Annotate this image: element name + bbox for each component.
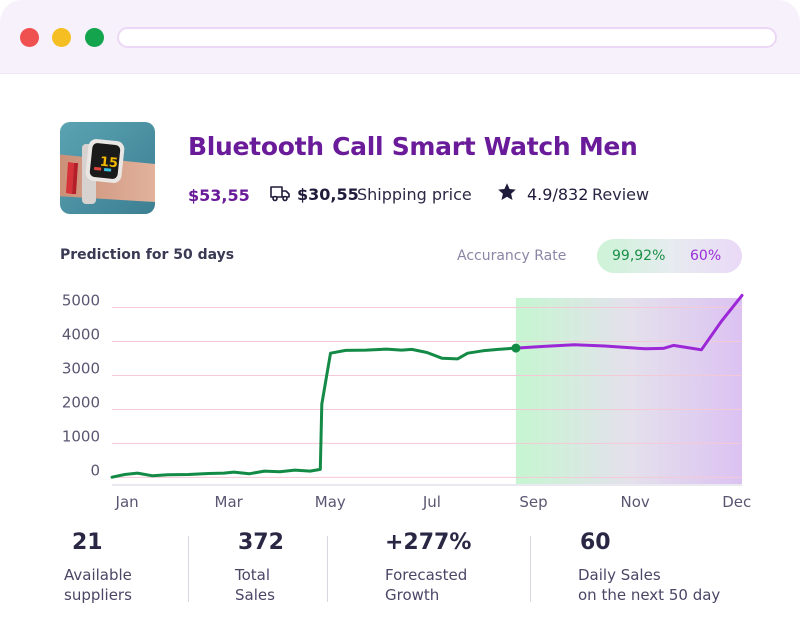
minimize-window-button[interactable]: [52, 28, 71, 47]
star-icon: [498, 183, 516, 200]
accuracy-actual-value: 99,92%: [612, 248, 666, 264]
stat-divider: [327, 536, 328, 602]
accuracy-forecast-value: 60%: [690, 248, 722, 264]
y-tick-label: 0: [90, 461, 100, 479]
stat-divider: [188, 536, 189, 602]
y-tick-label: 4000: [62, 325, 100, 343]
product-title: Bluetooth Call Smart Watch Men: [188, 132, 638, 161]
product-image: 15: [60, 122, 155, 214]
accuracy-rate-label: Accurancy Rate: [457, 248, 567, 264]
sales-prediction-chart: 0 1000 2000 3000 4000 5000 Jan Mar May Jul Sep Nov…: [62, 291, 752, 511]
smartwatch-photo-icon: 15: [60, 122, 155, 214]
stat-daily-sales-value: 60: [580, 530, 611, 555]
y-tick-label: 1000: [62, 427, 100, 445]
browser-titlebar: [0, 0, 800, 74]
forecast-region: [515, 298, 742, 484]
x-tick-label: Jul: [422, 493, 441, 511]
stat-total-sales-label: Total Sales: [235, 566, 275, 604]
product-price: $53,55: [188, 186, 250, 205]
series-line-actual: [110, 346, 518, 479]
stat-suppliers-value: 21: [72, 530, 103, 555]
y-tick-label: 5000: [62, 291, 100, 309]
stat-growth-value: +277%: [385, 530, 472, 555]
accuracy-rate-pill: [597, 239, 742, 273]
address-bar[interactable]: [117, 27, 777, 48]
y-tick-label: 3000: [62, 359, 100, 377]
stat-total-sales-value: 372: [238, 530, 284, 555]
shipping-price-label: Shipping price: [357, 185, 472, 204]
chart-series: [110, 293, 744, 479]
chart-x-axis: Jan Mar May Jul Sep Nov Dec: [115, 493, 752, 511]
chart-y-axis: 0 1000 2000 3000 4000 5000: [62, 291, 100, 479]
y-tick-label: 2000: [62, 393, 100, 411]
rating-value: 4.9/832: [527, 185, 589, 204]
x-tick-label: May: [315, 493, 346, 511]
stat-growth-label: Forecasted Growth: [385, 566, 468, 604]
x-tick-label: Mar: [215, 493, 244, 511]
x-tick-label: Sep: [519, 493, 547, 511]
truck-icon: [270, 186, 290, 202]
rating-label: Review: [592, 185, 650, 204]
watch-display-text: 15: [99, 155, 119, 172]
shipping-price-value: $30,55: [297, 185, 359, 204]
x-tick-label: Dec: [722, 493, 751, 511]
forecast-start-marker: [511, 343, 521, 353]
prediction-label: Prediction for 50 days: [60, 247, 235, 263]
x-tick-label: Nov: [621, 493, 650, 511]
maximize-window-button[interactable]: [85, 28, 104, 47]
chart-gridlines: [112, 306, 742, 486]
series-line-forecast: [514, 293, 744, 352]
stat-suppliers-label: Available suppliers: [64, 566, 132, 604]
x-tick-label: Jan: [115, 493, 139, 511]
stat-divider: [530, 536, 531, 602]
stat-daily-sales-label: Daily Sales on the next 50 day: [578, 566, 721, 604]
close-window-button[interactable]: [20, 28, 39, 47]
